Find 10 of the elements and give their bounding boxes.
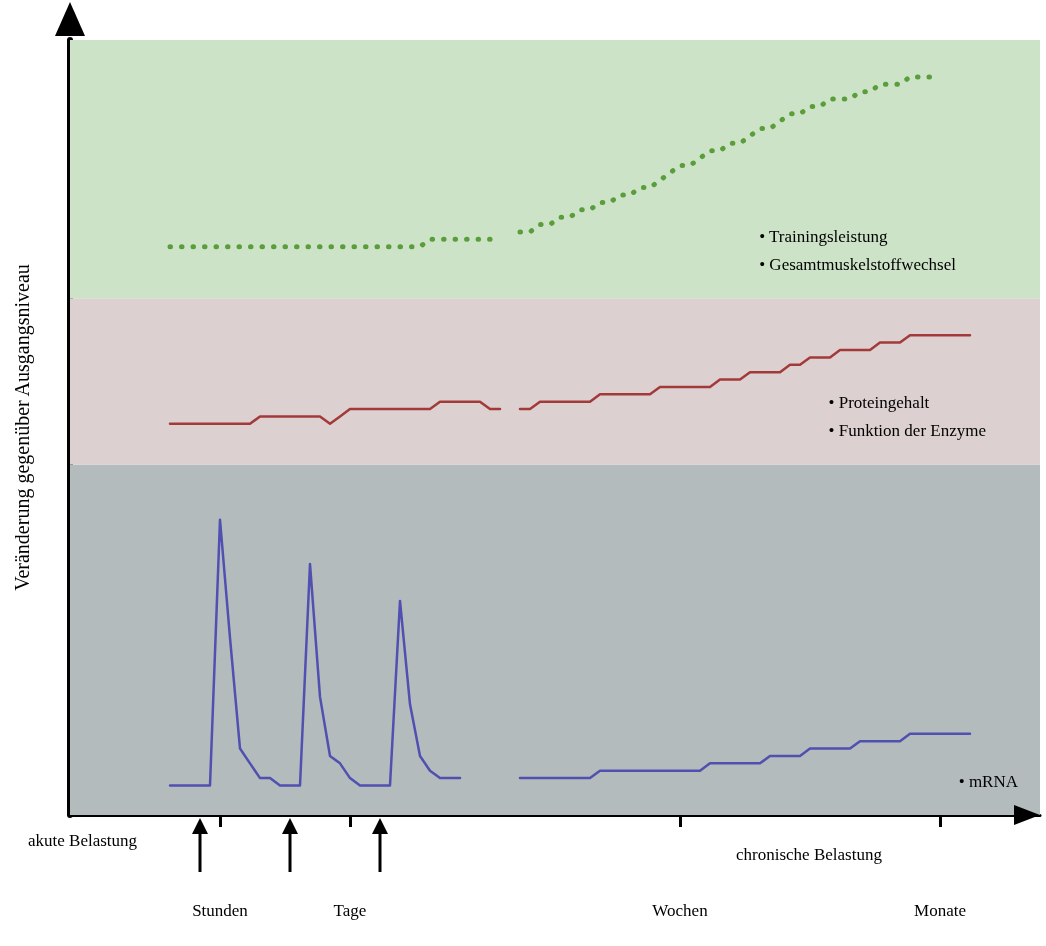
y-axis-title: Veränderung gegenüber Ausgangsniveau	[11, 264, 34, 591]
x-tick-label: Tage	[333, 901, 367, 920]
x-tick-label: Wochen	[652, 901, 709, 920]
x-tick-label: Stunden	[192, 901, 249, 920]
band-label: • Proteingehalt • Funktion der Enzyme	[828, 392, 987, 440]
text: chronische Belastung	[736, 844, 883, 864]
x-tick-label: Monate	[914, 901, 966, 920]
band-label: • Trainingsleistung • Gesamtmuskelstoffwechsel	[759, 226, 957, 274]
text: akute Belastung	[28, 830, 138, 850]
band-label: • mRNA	[958, 771, 1019, 791]
